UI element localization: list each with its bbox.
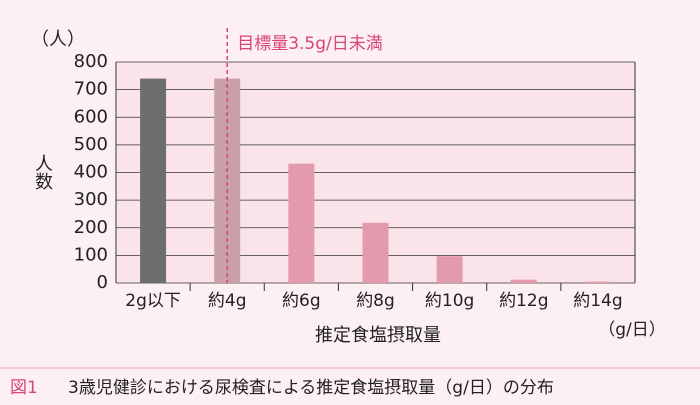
y-tick-label: 400 <box>74 162 108 183</box>
bar <box>584 281 611 283</box>
bar <box>436 256 463 283</box>
y-tick-label: 700 <box>74 79 108 100</box>
caption-label: 図1 <box>10 378 38 398</box>
y-axis-title: 人数 <box>32 154 53 190</box>
x-tick-label: 約14g <box>573 291 622 311</box>
x-tick-label: 約12g <box>499 291 548 311</box>
y-tick-label: 100 <box>74 244 108 265</box>
bar <box>510 279 537 283</box>
x-axis-title: 推定食塩摂取量 <box>315 325 441 346</box>
y-tick-label: 500 <box>74 134 108 155</box>
y-tick-label: 200 <box>74 217 108 238</box>
x-tick-label: 約10g <box>425 291 474 311</box>
x-axis-unit: （g/日） <box>598 320 666 340</box>
y-tick-label: 0 <box>97 272 108 293</box>
y-tick-label: 800 <box>74 51 108 72</box>
x-tick-label: 2g以下 <box>125 291 181 311</box>
target-label: 目標量3.5g/日未満 <box>237 34 383 54</box>
bar <box>362 222 389 283</box>
x-tick-label: 約6g <box>282 291 321 311</box>
x-tick-label: 約8g <box>356 291 395 311</box>
bar <box>140 78 167 283</box>
y-tick-label: 600 <box>74 106 108 127</box>
caption-text: 3歳児健診における尿検査による推定食塩摂取量（g/日）の分布 <box>68 378 554 398</box>
y-axis-unit: （人） <box>31 29 85 50</box>
x-tick-label: 約4g <box>208 291 247 311</box>
bar <box>288 163 315 283</box>
y-tick-label: 300 <box>74 189 108 210</box>
